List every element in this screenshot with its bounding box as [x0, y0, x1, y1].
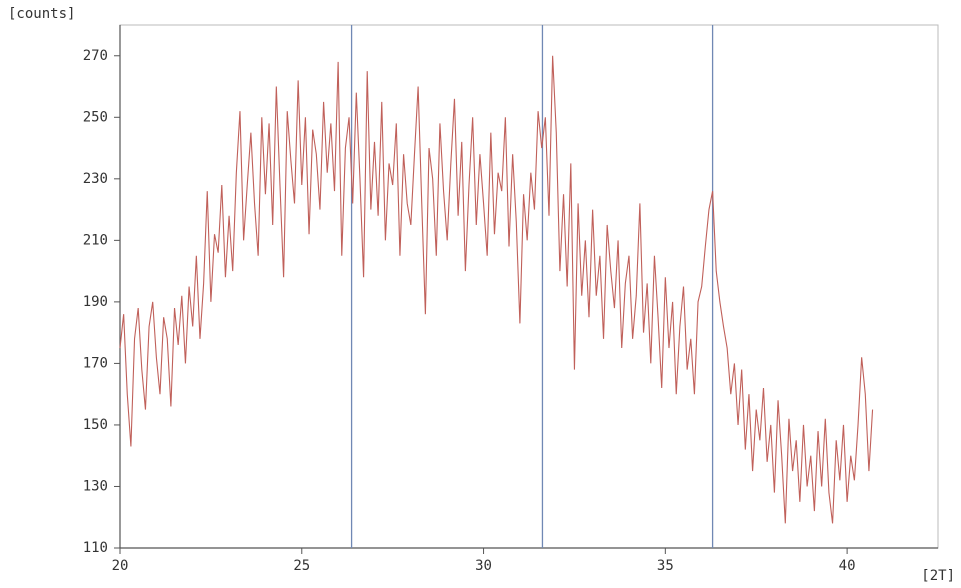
y-tick-label: 150 — [83, 417, 108, 433]
x-tick-label: 25 — [293, 558, 310, 574]
y-tick-label: 230 — [83, 171, 108, 187]
y-tick-label: 110 — [83, 540, 108, 556]
x-tick-label: 20 — [112, 558, 129, 574]
y-axis-label: [counts] — [8, 6, 75, 22]
y-tick-label: 190 — [83, 294, 108, 310]
data-line — [119, 55, 874, 524]
x-tick-label: 30 — [475, 558, 492, 574]
plot-frame — [119, 24, 939, 549]
y-tick-label: 170 — [83, 355, 108, 371]
y-tick-label: 250 — [83, 109, 108, 125]
y-tick-label: 270 — [83, 48, 108, 64]
x-axis-label: [2T] — [921, 568, 955, 584]
x-tick-label: 35 — [657, 558, 674, 574]
x-tick-label: 40 — [839, 558, 856, 574]
y-tick-label: 210 — [83, 232, 108, 248]
y-tick-label: 130 — [83, 478, 108, 494]
